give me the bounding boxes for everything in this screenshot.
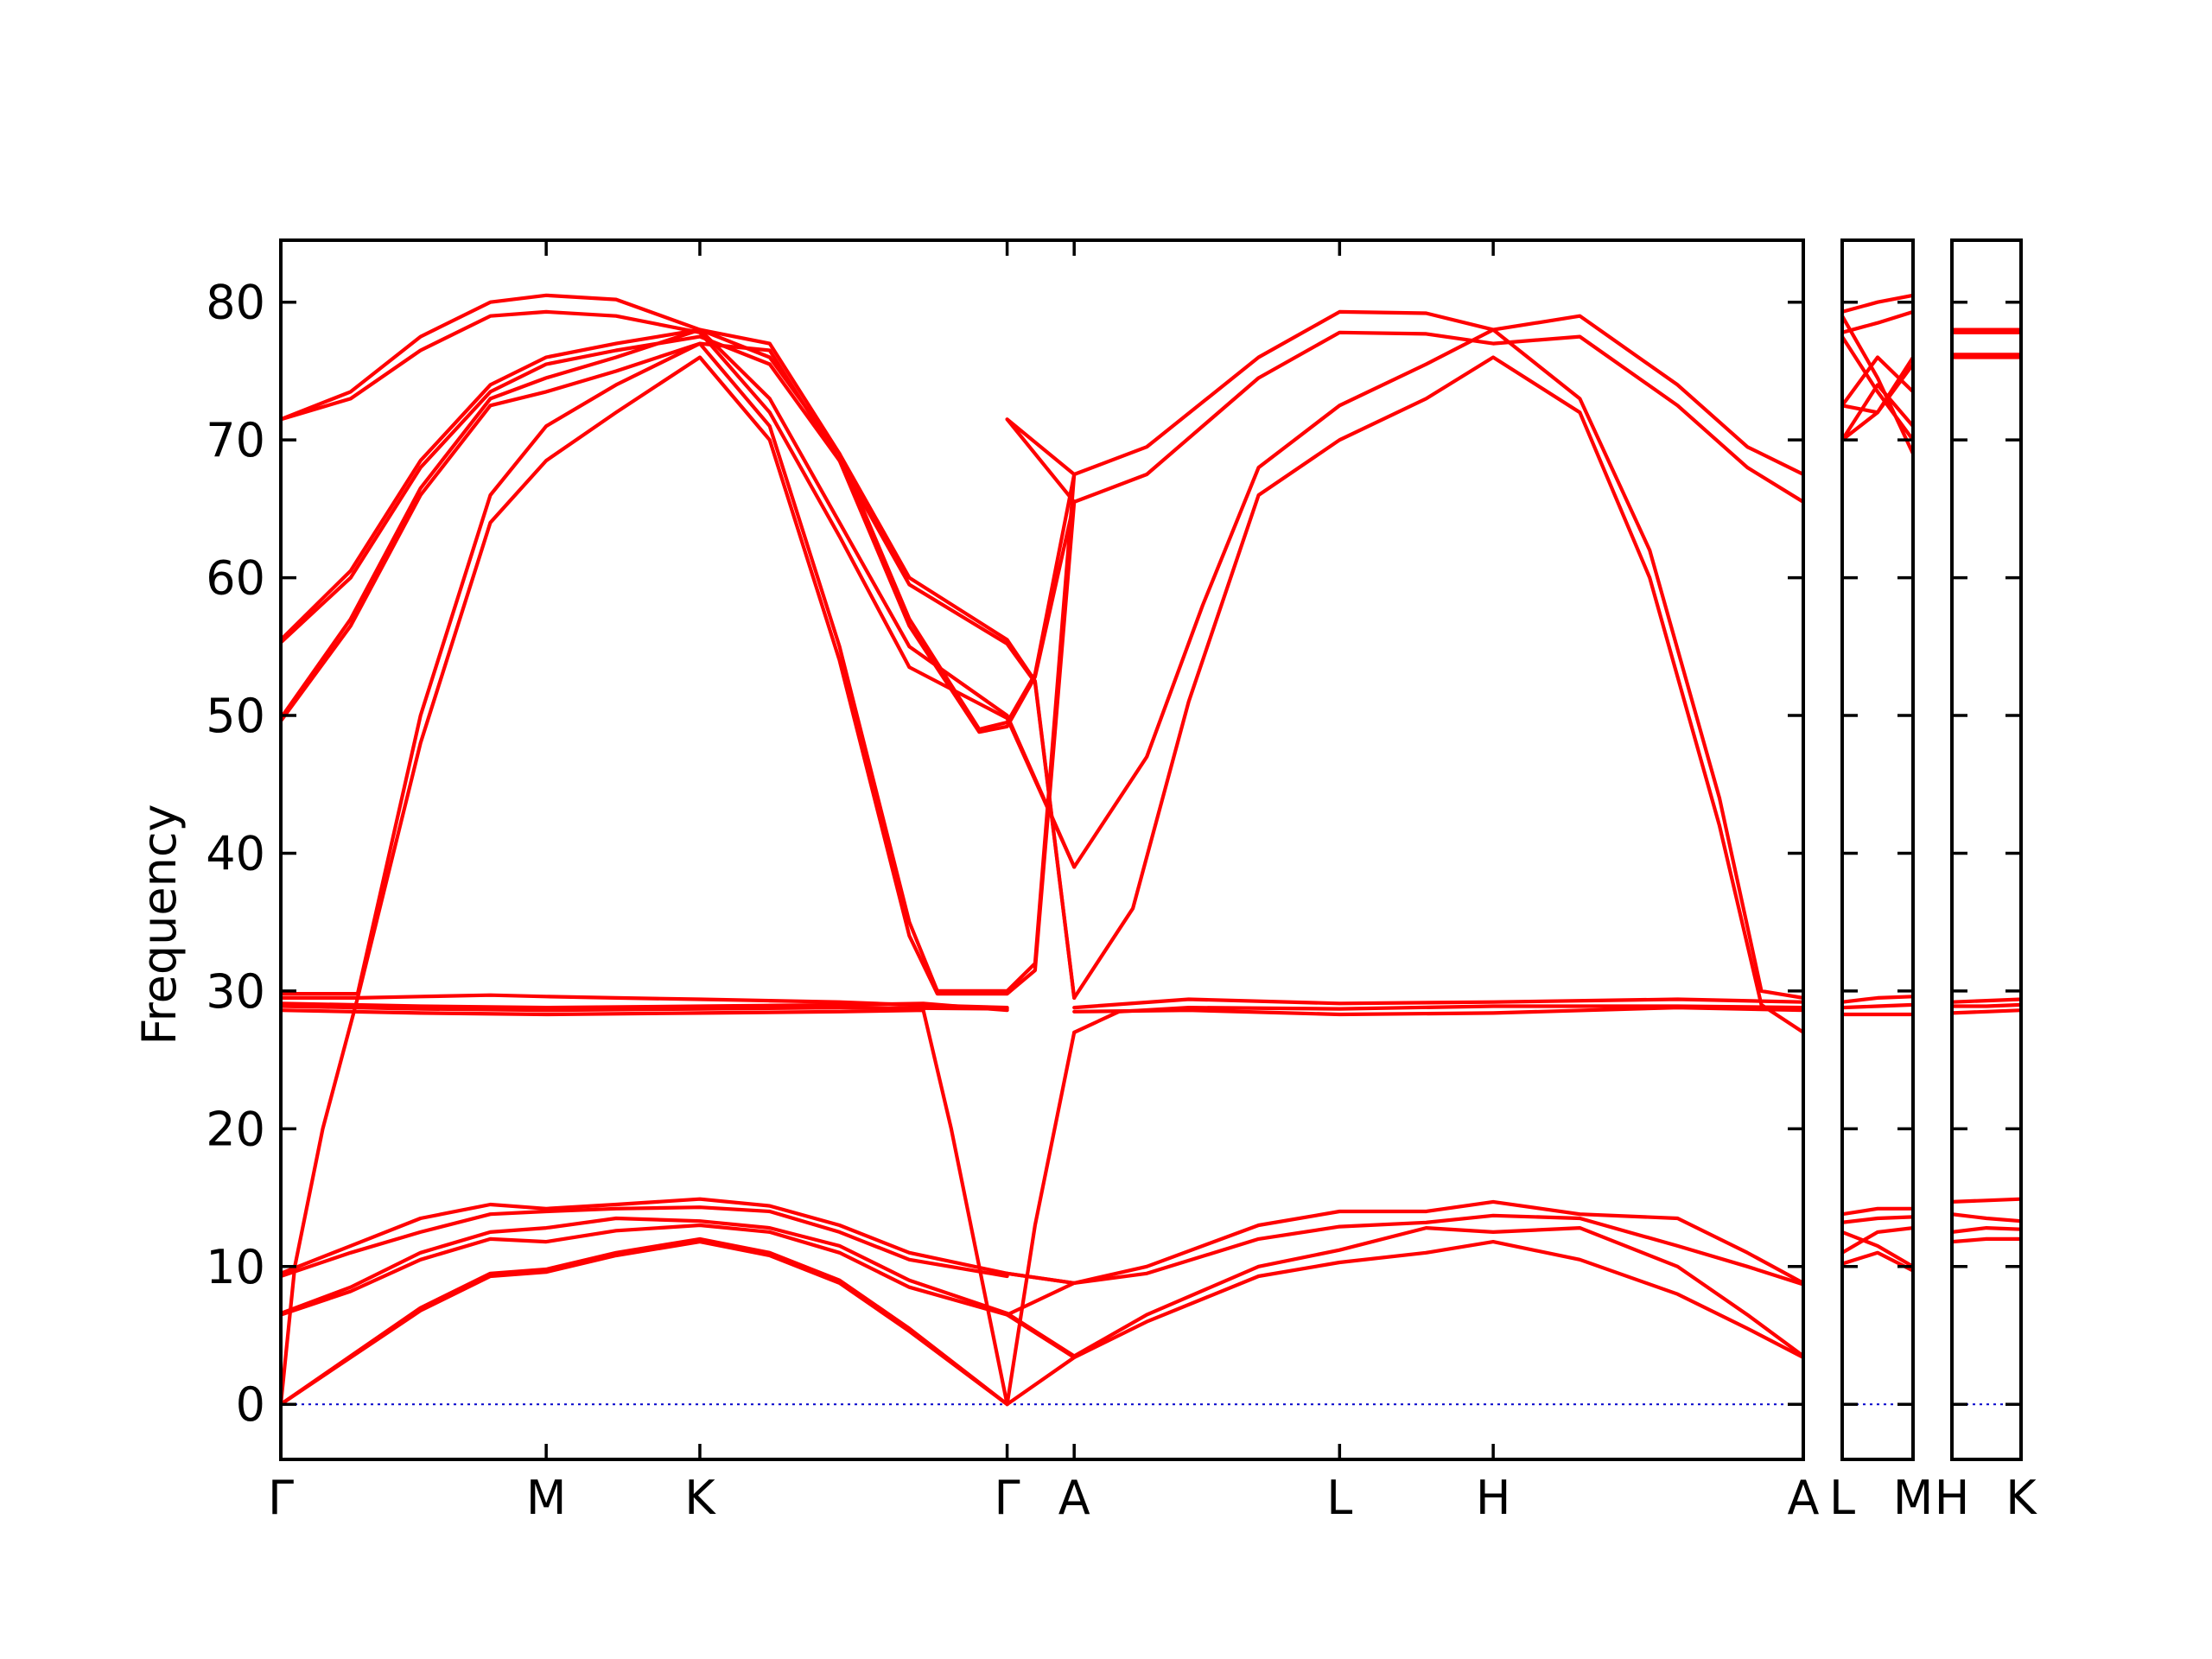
band-L-M-13: [1842, 1230, 1913, 1268]
band-L-M-3: [1842, 383, 1913, 442]
x-tick-label: H: [1476, 1471, 1511, 1525]
y-tick-label: 40: [206, 826, 265, 880]
band-main-6: [281, 341, 1077, 996]
x-tick-label: A: [1788, 1471, 1820, 1525]
x-tick-label: Γ: [268, 1471, 294, 1525]
y-tick-label: 80: [206, 276, 265, 330]
band-main-7: [281, 355, 1077, 1001]
plot-area: [1842, 293, 1913, 1406]
band-main-30: [1005, 1313, 1077, 1360]
x-tick-label: M: [1893, 1471, 1934, 1525]
band-main-15: [281, 1223, 1009, 1317]
band-L-M-7: [1842, 362, 1913, 415]
plot-area: [1952, 327, 2021, 1406]
band-H-K-6: [1952, 1008, 2021, 1015]
x-tick-label: M: [526, 1471, 567, 1525]
band-main-21: [1072, 355, 1803, 1034]
band-main-17: [281, 1239, 1009, 1407]
y-tick-label: 50: [206, 689, 265, 743]
band-main-18: [1005, 309, 1803, 477]
axes-frame: [279, 238, 1805, 1461]
band-main-11: [281, 1004, 1009, 1013]
band-main-31: [1005, 1271, 1077, 1286]
band-L-M-11: [1842, 1206, 1913, 1217]
axes-frame: [1840, 238, 1915, 1461]
band-main-3: [281, 334, 1077, 1001]
band-L-M-0: [1842, 293, 1913, 314]
band-main-29: [1005, 1030, 1077, 1407]
x-tick-label: A: [1058, 1471, 1090, 1525]
band-L-M-9: [1842, 1002, 1913, 1010]
band-H-K-10: [1952, 1236, 2021, 1244]
band-L-M-8: [1842, 995, 1913, 1004]
band-main-24: [1072, 1004, 1803, 1034]
x-tick-label: H: [1935, 1471, 1970, 1525]
y-tick-label: 20: [206, 1102, 265, 1156]
band-main-4: [281, 327, 1077, 732]
band-main-9: [281, 1008, 1009, 1407]
x-tick-label: K: [684, 1471, 716, 1525]
band-main-13: [281, 1205, 1009, 1279]
band-H-K-4: [1952, 997, 2021, 1004]
band-H-K-9: [1952, 1225, 2021, 1235]
band-main-19: [1005, 330, 1803, 505]
y-tick-label: 30: [206, 964, 265, 1019]
band-H-K-7: [1952, 1197, 2021, 1205]
y-tick-label: 60: [206, 551, 265, 606]
band-L-M-1: [1842, 309, 1913, 334]
band-main-14: [281, 1216, 1009, 1316]
band-main-0: [281, 293, 1077, 869]
band-main-27: [1005, 1225, 1803, 1358]
band-L-M-14: [1842, 1225, 1913, 1255]
y-tick-label: 70: [206, 413, 265, 467]
band-L-M-5: [1842, 334, 1913, 442]
band-main-1: [281, 309, 1077, 869]
y-tick-label: 0: [236, 1377, 265, 1432]
y-axis-label: Frequency: [132, 804, 187, 1046]
x-tick-label: K: [2005, 1471, 2037, 1525]
band-H-K-5: [1952, 1002, 2021, 1008]
band-L-M-15: [1842, 1250, 1913, 1273]
band-main-12: [281, 1197, 1009, 1275]
x-tick-label: Γ: [995, 1471, 1020, 1525]
y-tick-label: 10: [206, 1240, 265, 1294]
band-main-26: [1005, 1213, 1803, 1317]
x-tick-label: L: [1829, 1471, 1855, 1525]
plot-area: [281, 293, 1803, 1407]
band-main-28: [1005, 1239, 1803, 1407]
band-H-K-8: [1952, 1212, 2021, 1224]
band-main-10: [281, 1001, 1009, 1013]
band-L-M-4: [1842, 314, 1913, 456]
band-main-2: [281, 327, 1077, 1001]
band-main-16: [281, 1236, 1009, 1407]
band-main-25: [1005, 1199, 1803, 1286]
axes-frame: [1950, 238, 2023, 1461]
band-L-M-12: [1842, 1215, 1913, 1224]
band-main-5: [281, 341, 1077, 734]
band-main-20: [1072, 327, 1803, 1001]
band-main-22: [1072, 997, 1803, 1010]
band-main-8: [281, 993, 1009, 1407]
x-tick-label: L: [1326, 1471, 1352, 1525]
